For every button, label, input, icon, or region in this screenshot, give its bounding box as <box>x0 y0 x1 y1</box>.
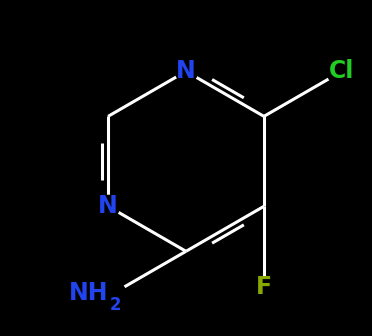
Text: N: N <box>98 194 118 218</box>
Text: Cl: Cl <box>329 59 355 83</box>
Text: F: F <box>256 275 272 299</box>
Text: 2: 2 <box>110 296 121 313</box>
Text: NH: NH <box>68 281 108 305</box>
Text: N: N <box>176 59 196 83</box>
